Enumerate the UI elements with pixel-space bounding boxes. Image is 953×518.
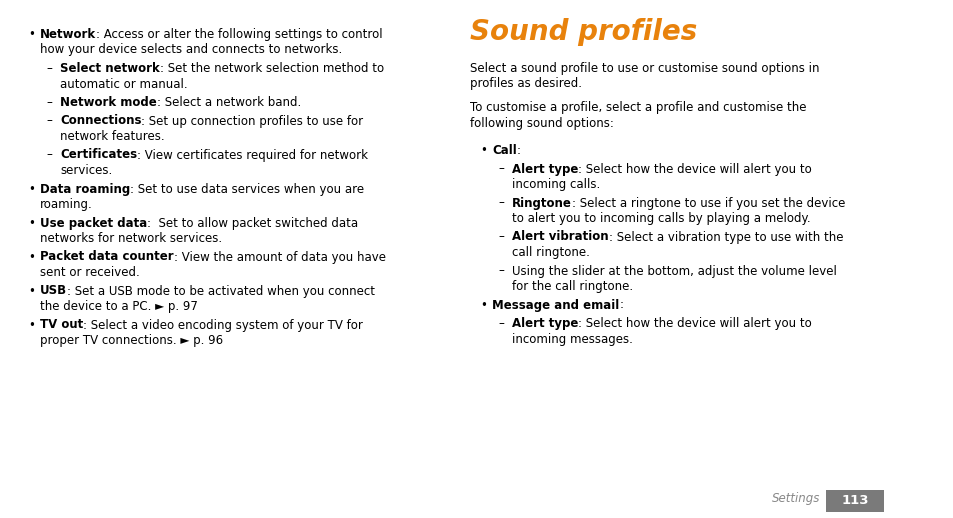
Text: –: –: [46, 149, 51, 162]
Text: Connections: Connections: [60, 114, 141, 127]
Text: –: –: [497, 265, 503, 278]
Text: •: •: [479, 144, 486, 157]
Text: : Select how the device will alert you to: : Select how the device will alert you t…: [578, 317, 811, 330]
Text: the device to a PC. ► p. 97: the device to a PC. ► p. 97: [40, 300, 197, 313]
Text: Call: Call: [492, 144, 517, 157]
Text: : Select a network band.: : Select a network band.: [156, 96, 301, 109]
Text: : Select a video encoding system of your TV for: : Select a video encoding system of your…: [83, 319, 363, 332]
Text: To customise a profile, select a profile and customise the: To customise a profile, select a profile…: [470, 101, 805, 114]
FancyBboxPatch shape: [825, 490, 883, 512]
Text: Sound profiles: Sound profiles: [470, 18, 697, 46]
Text: profiles as desired.: profiles as desired.: [470, 78, 581, 91]
Text: following sound options:: following sound options:: [470, 117, 613, 130]
Text: •: •: [28, 319, 35, 332]
Text: •: •: [28, 251, 35, 264]
Text: roaming.: roaming.: [40, 198, 92, 211]
Text: : Set the network selection method to: : Set the network selection method to: [159, 62, 383, 75]
Text: proper TV connections. ► p. 96: proper TV connections. ► p. 96: [40, 334, 223, 347]
Text: Using the slider at the bottom, adjust the volume level: Using the slider at the bottom, adjust t…: [512, 265, 836, 278]
Text: :: :: [517, 144, 520, 157]
Text: :  Set to allow packet switched data: : Set to allow packet switched data: [147, 217, 358, 229]
Text: : Set to use data services when you are: : Set to use data services when you are: [131, 182, 364, 195]
Text: Network: Network: [40, 28, 96, 41]
Text: : Set up connection profiles to use for: : Set up connection profiles to use for: [141, 114, 363, 127]
Text: : Select how the device will alert you to: : Select how the device will alert you t…: [578, 163, 811, 176]
Text: –: –: [497, 317, 503, 330]
Text: : View the amount of data you have: : View the amount of data you have: [173, 251, 385, 264]
Text: Certificates: Certificates: [60, 149, 137, 162]
Text: Alert type: Alert type: [512, 317, 578, 330]
Text: 113: 113: [841, 495, 868, 508]
Text: Data roaming: Data roaming: [40, 182, 131, 195]
Text: networks for network services.: networks for network services.: [40, 232, 222, 245]
Text: incoming messages.: incoming messages.: [512, 333, 632, 346]
Text: : View certificates required for network: : View certificates required for network: [137, 149, 368, 162]
Text: services.: services.: [60, 164, 112, 177]
Text: network features.: network features.: [60, 130, 165, 143]
Text: USB: USB: [40, 284, 67, 297]
Text: TV out: TV out: [40, 319, 83, 332]
Text: to alert you to incoming calls by playing a melody.: to alert you to incoming calls by playin…: [512, 212, 810, 225]
Text: –: –: [497, 163, 503, 176]
Text: Message and email: Message and email: [492, 298, 618, 311]
Text: –: –: [46, 96, 51, 109]
Text: •: •: [479, 298, 486, 311]
Text: Select network: Select network: [60, 62, 159, 75]
Text: Select a sound profile to use or customise sound options in: Select a sound profile to use or customi…: [470, 62, 819, 75]
Text: automatic or manual.: automatic or manual.: [60, 78, 188, 91]
Text: incoming calls.: incoming calls.: [512, 178, 599, 191]
Text: how your device selects and connects to networks.: how your device selects and connects to …: [40, 44, 342, 56]
Text: Packet data counter: Packet data counter: [40, 251, 173, 264]
Text: for the call ringtone.: for the call ringtone.: [512, 280, 633, 293]
Text: call ringtone.: call ringtone.: [512, 246, 589, 259]
Text: Use packet data: Use packet data: [40, 217, 147, 229]
Text: Ringtone: Ringtone: [512, 196, 571, 209]
Text: •: •: [28, 28, 35, 41]
Text: Alert vibration: Alert vibration: [512, 231, 608, 243]
Text: : Set a USB mode to be activated when you connect: : Set a USB mode to be activated when yo…: [67, 284, 375, 297]
Text: –: –: [46, 62, 51, 75]
Text: •: •: [28, 182, 35, 195]
Text: :: :: [618, 298, 622, 311]
Text: –: –: [497, 231, 503, 243]
Text: •: •: [28, 217, 35, 229]
Text: –: –: [46, 114, 51, 127]
Text: •: •: [28, 284, 35, 297]
Text: –: –: [497, 196, 503, 209]
Text: Network mode: Network mode: [60, 96, 156, 109]
Text: sent or received.: sent or received.: [40, 266, 139, 279]
Text: : Access or alter the following settings to control: : Access or alter the following settings…: [96, 28, 382, 41]
Text: Settings: Settings: [771, 492, 820, 505]
Text: : Select a vibration type to use with the: : Select a vibration type to use with th…: [608, 231, 842, 243]
Text: : Select a ringtone to use if you set the device: : Select a ringtone to use if you set th…: [571, 196, 844, 209]
Text: Alert type: Alert type: [512, 163, 578, 176]
